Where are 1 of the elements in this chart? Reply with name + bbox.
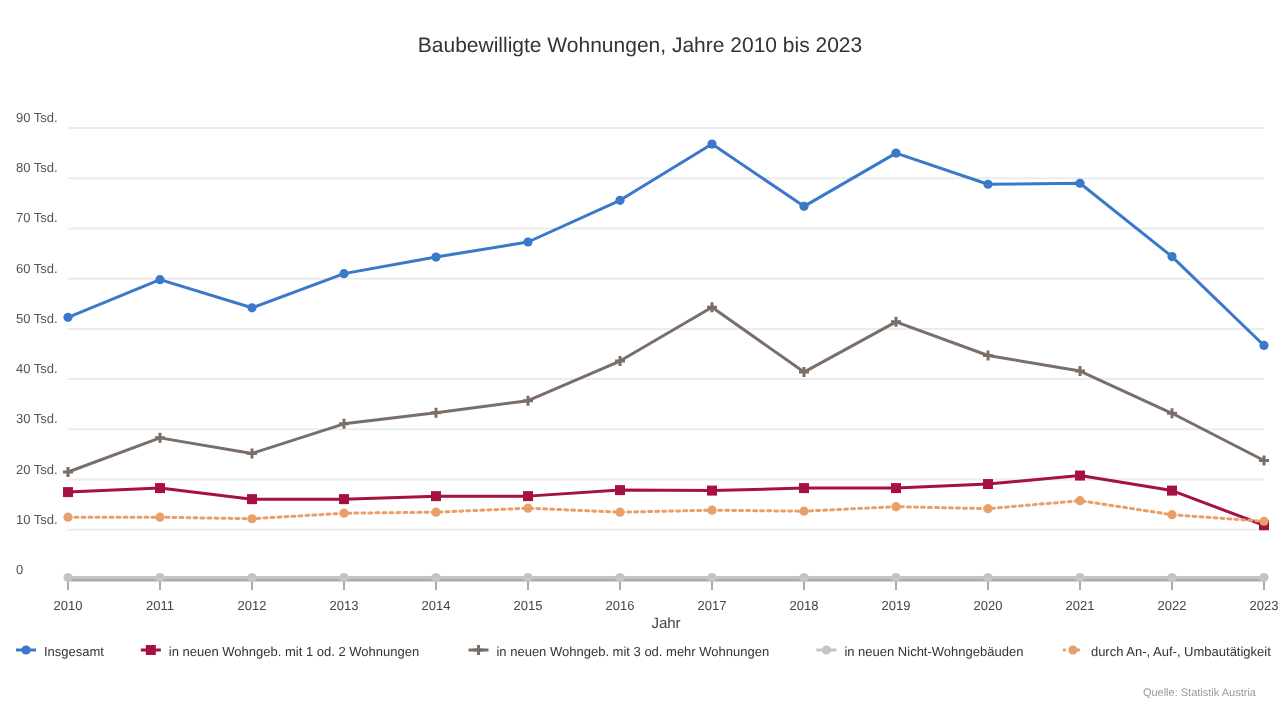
chart-title: Baubewilligte Wohnungen, Jahre 2010 bis 2023	[417, 34, 863, 58]
